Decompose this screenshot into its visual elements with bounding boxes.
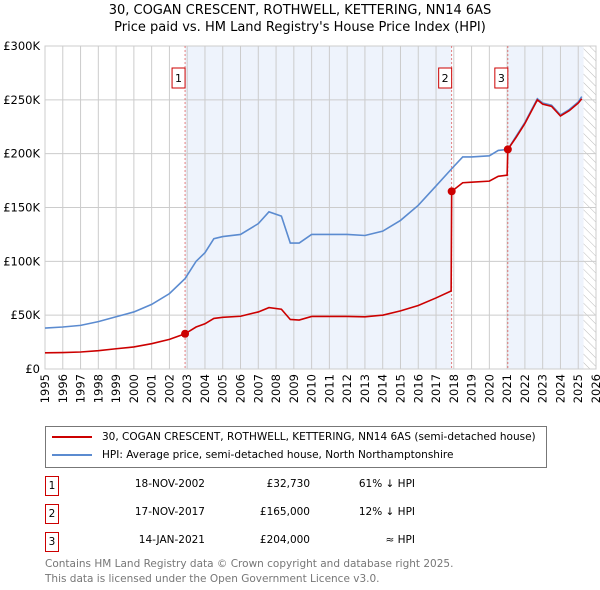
legend-label-hpi: HPI: Average price, semi-detached house,… xyxy=(102,449,454,461)
sale-label: 2 xyxy=(442,72,449,85)
x-tick-label: 2023 xyxy=(536,374,550,403)
x-tick-label: 2020 xyxy=(482,374,496,403)
y-tick-label: £250K xyxy=(3,93,40,107)
x-tick-label: 2004 xyxy=(198,374,212,403)
sale-label: 1 xyxy=(175,72,182,85)
y-tick-label: £150K xyxy=(3,201,40,215)
x-tick-label: 1998 xyxy=(91,374,105,403)
transaction-badge: 1 xyxy=(45,476,59,496)
price-chart: 1995 1996 1997 1998 1999 2000 2001 2002 2003 2004… xyxy=(3,39,600,403)
transaction-badge: 2 xyxy=(45,504,59,524)
x-tick-label: 1999 xyxy=(109,374,123,403)
chart-title: 30, COGAN CRESCENT, ROTHWELL, KETTERING,… xyxy=(108,3,492,18)
x-tick-label: 2007 xyxy=(251,374,265,403)
x-tick-label: 2025 xyxy=(571,374,585,403)
x-tick-label: 2014 xyxy=(376,374,390,403)
x-tick-label: 2022 xyxy=(518,374,532,403)
x-tick-label: 2009 xyxy=(287,374,301,403)
legend-swatch-red xyxy=(52,436,92,438)
legend-swatch-blue xyxy=(52,454,92,456)
transaction-date: 14-JAN-2021 xyxy=(138,534,205,546)
x-tick-label: 1996 xyxy=(56,374,70,403)
legend-item-hpi: HPI: Average price, semi-detached house,… xyxy=(52,449,453,461)
x-tick-label: 2010 xyxy=(305,374,319,403)
x-tick-label: 2006 xyxy=(234,374,248,403)
x-tick-label: 2016 xyxy=(411,374,425,403)
plot-border xyxy=(44,45,597,370)
legend-label-property: 30, COGAN CRESCENT, ROTHWELL, KETTERING,… xyxy=(102,431,536,443)
x-tick-label: 1997 xyxy=(74,374,88,403)
y-tick-label: £300K xyxy=(3,39,40,53)
legend: 30, COGAN CRESCENT, ROTHWELL, KETTERING,… xyxy=(45,426,547,468)
x-tick-label: 1995 xyxy=(38,374,52,403)
sale-point xyxy=(447,187,456,196)
sale-label: 3 xyxy=(498,72,505,85)
sale-point xyxy=(503,145,512,154)
y-tick-label: £50K xyxy=(11,308,41,322)
transaction-badge: 3 xyxy=(45,532,59,552)
transaction-price: £32,730 xyxy=(266,478,310,490)
sale-point xyxy=(181,329,190,338)
transaction-hpi-relation: ≈ HPI xyxy=(385,534,415,546)
x-tick-label: 2021 xyxy=(500,374,514,403)
transaction-row: 1 18-NOV-2002 £32,730 61% ↓ HPI xyxy=(45,476,445,496)
transaction-row: 2 17-NOV-2017 £165,000 12% ↓ HPI xyxy=(45,504,445,524)
transaction-date: 18-NOV-2002 xyxy=(134,478,205,490)
y-tick-label: £100K xyxy=(3,254,40,268)
x-tick-label: 2019 xyxy=(465,374,479,403)
footer-licence: This data is licensed under the Open Gov… xyxy=(45,573,380,585)
transaction-price: £165,000 xyxy=(259,506,310,518)
x-tick-label: 2008 xyxy=(269,374,283,403)
property-price-line xyxy=(44,98,583,354)
x-tick-label: 2011 xyxy=(322,374,336,403)
sale-label-box xyxy=(438,67,453,89)
y-tick-label: £200K xyxy=(3,147,40,161)
transaction-hpi-relation: 12% ↓ HPI xyxy=(358,506,415,518)
x-tick-label: 2026 xyxy=(589,374,600,403)
x-tick-label: 2013 xyxy=(358,374,372,403)
x-tick-label: 2018 xyxy=(447,374,461,403)
x-tick-label: 2003 xyxy=(180,374,194,403)
transaction-price: £204,000 xyxy=(259,534,310,546)
x-tick-label: 2005 xyxy=(216,374,230,403)
x-tick-label: 2017 xyxy=(429,374,443,403)
x-tick-label: 2002 xyxy=(162,374,176,403)
y-tick-label: £0 xyxy=(25,362,40,376)
transaction-date: 17-NOV-2017 xyxy=(134,506,205,518)
x-tick-label: 2012 xyxy=(340,374,354,403)
x-tick-label: 2001 xyxy=(145,374,159,403)
sale-label-box xyxy=(171,67,186,89)
chart-subtitle: Price paid vs. HM Land Registry's House … xyxy=(114,20,486,35)
transaction-row: 3 14-JAN-2021 £204,000 ≈ HPI xyxy=(45,532,445,552)
x-tick-label: 2015 xyxy=(393,374,407,403)
transaction-hpi-relation: 61% ↓ HPI xyxy=(358,478,415,490)
footer-copyright: Contains HM Land Registry data © Crown c… xyxy=(45,558,454,570)
sale-label-box xyxy=(494,67,509,89)
x-tick-label: 2024 xyxy=(553,374,567,403)
legend-item-property: 30, COGAN CRESCENT, ROTHWELL, KETTERING,… xyxy=(52,431,536,443)
x-tick-label: 2000 xyxy=(127,374,141,403)
